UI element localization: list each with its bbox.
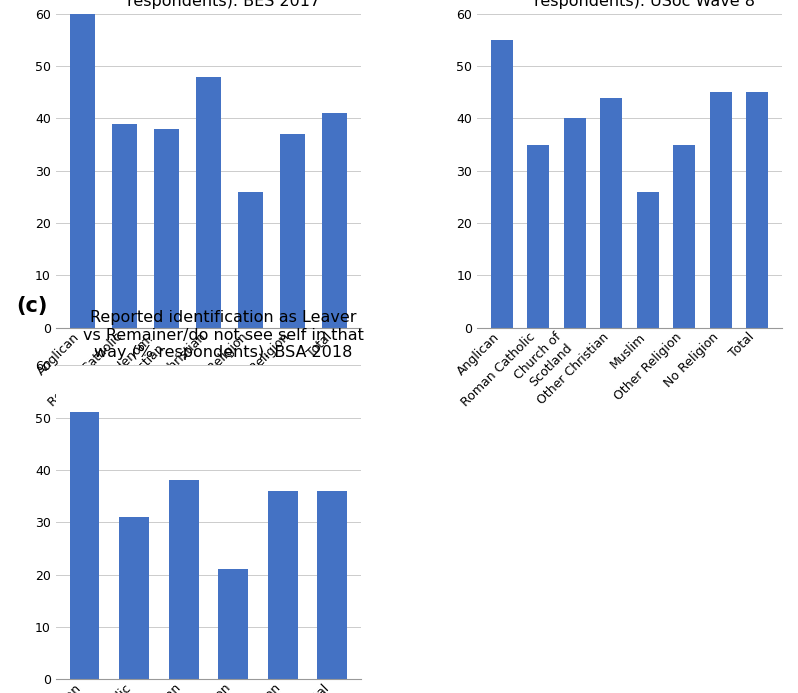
Title: Reported position on EU
Membership: Leave vs Remain (%
respondents). USoc Wave 8: Reported position on EU Membership: Leav… <box>508 0 781 8</box>
Bar <box>69 412 100 679</box>
Bar <box>746 92 768 328</box>
Bar <box>238 192 263 328</box>
Bar <box>491 40 512 328</box>
Bar <box>674 145 695 328</box>
Bar <box>637 192 658 328</box>
Bar <box>527 145 549 328</box>
Bar <box>169 480 199 679</box>
Bar <box>112 123 137 328</box>
Bar <box>196 77 221 328</box>
Title: Reported Referendum vote
choice: Leave vs Remain/DNV (%
respondents). BES 2017: Reported Referendum vote choice: Leave v… <box>91 0 357 8</box>
Bar <box>69 14 95 328</box>
Bar <box>119 517 149 679</box>
Bar <box>322 113 347 328</box>
Bar <box>219 570 248 679</box>
Bar <box>268 491 298 679</box>
Title: Reported identification as Leaver
vs Remainer/do not see self in that
way (% res: Reported identification as Leaver vs Rem… <box>83 310 364 360</box>
Text: (c): (c) <box>16 297 48 316</box>
Bar <box>318 491 347 679</box>
Bar <box>709 92 732 328</box>
Bar <box>600 98 622 328</box>
Bar <box>280 134 305 328</box>
Bar <box>563 119 586 328</box>
Bar <box>154 129 179 328</box>
